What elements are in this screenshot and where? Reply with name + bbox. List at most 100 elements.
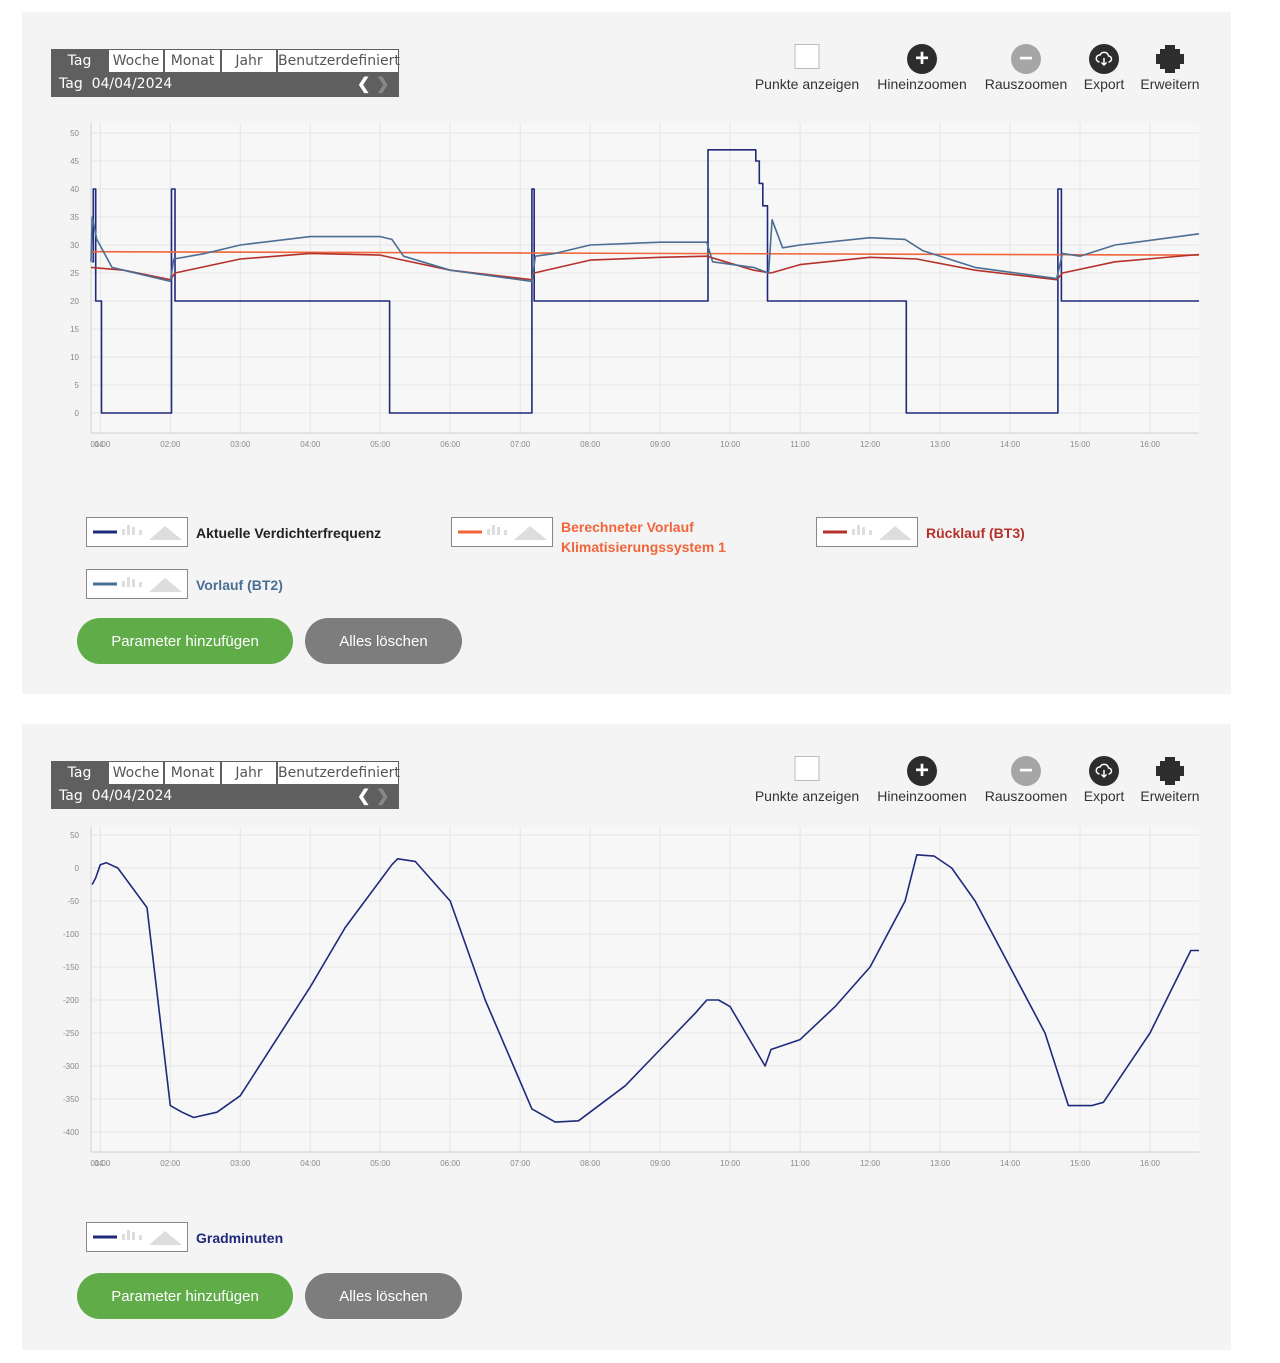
- x-tick-label: 03:00: [230, 1159, 251, 1168]
- plus-icon[interactable]: +: [907, 44, 937, 74]
- x-tick-label: 16:00: [1140, 440, 1161, 449]
- y-tick-label: -150: [63, 963, 80, 972]
- date-display: Tag 04/04/2024: [59, 76, 172, 92]
- legend-item-vorlauf[interactable]: Vorlauf (BT2): [86, 569, 283, 599]
- clear-all-button[interactable]: Alles löschen: [305, 1273, 462, 1319]
- series-line-2[interactable]: [90, 252, 1200, 281]
- x-tick-label: 09:00: [650, 1159, 671, 1168]
- zoom-in-label: Hineinzoomen: [877, 76, 967, 92]
- tab-tag[interactable]: Tag: [51, 49, 108, 73]
- minus-icon[interactable]: −: [1011, 756, 1041, 786]
- legend-item-gradminuten[interactable]: Gradminuten: [86, 1222, 283, 1252]
- checkbox-icon[interactable]: [794, 44, 820, 69]
- cloud-download-icon[interactable]: [1089, 756, 1119, 786]
- chart-panel-1: Tag Woche Monat Jahr Benutzerdefiniert T…: [22, 12, 1231, 694]
- x-tick-label: 05:00: [370, 440, 391, 449]
- y-tick-label: -50: [67, 897, 79, 906]
- x-tick-label: 04:00: [300, 1159, 321, 1168]
- tab-jahr[interactable]: Jahr: [221, 761, 277, 785]
- x-tick-label: 04: [95, 1159, 104, 1168]
- period-tabs: Tag Woche Monat Jahr Benutzerdefiniert: [51, 761, 400, 785]
- legend-item-ruecklauf[interactable]: Rücklauf (BT3): [816, 517, 1025, 547]
- tab-benutzerdefiniert[interactable]: Benutzerdefiniert: [277, 761, 400, 785]
- tab-monat[interactable]: Monat: [164, 761, 221, 785]
- x-tick-label: 14:00: [1000, 440, 1021, 449]
- chart-toolbar: Punkte anzeigen + Hineinzoomen − Rauszoo…: [22, 44, 1231, 94]
- expand-icon[interactable]: [1155, 44, 1185, 79]
- x-tick-label: 11:00: [790, 440, 810, 449]
- show-points-label: Punkte anzeigen: [754, 788, 860, 804]
- legend-label: Vorlauf (BT2): [196, 577, 283, 593]
- chevron-left-icon[interactable]: ❮: [357, 76, 371, 93]
- tab-tag[interactable]: Tag: [51, 761, 108, 785]
- tab-monat[interactable]: Monat: [164, 49, 221, 73]
- day-label: Tag: [59, 76, 83, 92]
- checkbox-icon[interactable]: [794, 756, 820, 781]
- expand-icon[interactable]: [1155, 756, 1185, 791]
- chevron-right-icon[interactable]: ❯: [376, 788, 390, 805]
- x-tick-label: 08:00: [580, 1159, 601, 1168]
- tab-woche[interactable]: Woche: [108, 49, 164, 73]
- expand-label: Erweitern: [1140, 788, 1200, 804]
- x-tick-label: 15:00: [1070, 440, 1091, 449]
- legend-item-berechneter-vorlauf[interactable]: Berechneter Vorlauf Klimatisierungssyste…: [451, 517, 771, 557]
- x-tick-label: 04: [95, 440, 104, 449]
- legend-item-verdichterfrequenz[interactable]: Aktuelle Verdichterfrequenz: [86, 517, 381, 547]
- x-tick-label: 13:00: [930, 1159, 951, 1168]
- series-type-selector[interactable]: [86, 1222, 188, 1252]
- plot-background: [91, 827, 1199, 1152]
- x-tick-label: 12:00: [860, 1159, 881, 1168]
- x-tick-label: 12:00: [860, 440, 881, 449]
- x-tick-label: 01:00: [90, 1159, 111, 1168]
- plot-background: [91, 123, 1199, 433]
- add-parameter-button[interactable]: Parameter hinzufügen: [77, 618, 293, 664]
- add-parameter-button[interactable]: Parameter hinzufügen: [77, 1273, 293, 1319]
- tab-benutzerdefiniert[interactable]: Benutzerdefiniert: [277, 49, 400, 73]
- cloud-download-icon[interactable]: [1089, 44, 1119, 74]
- y-tick-label: 40: [70, 185, 79, 194]
- chart-panel-2: Tag Woche Monat Jahr Benutzerdefiniert T…: [22, 724, 1231, 1350]
- y-tick-label: 45: [70, 157, 79, 166]
- series-line-0[interactable]: [91, 854, 1199, 1123]
- x-tick-label: 11:00: [790, 1159, 810, 1168]
- period-tabs: Tag Woche Monat Jahr Benutzerdefiniert: [51, 49, 400, 73]
- y-tick-label: 20: [70, 297, 79, 306]
- date-value: 04/04/2024: [91, 76, 173, 92]
- x-tick-label: 06:00: [440, 440, 461, 449]
- series-type-selector[interactable]: [86, 569, 188, 599]
- x-tick-label: 04:00: [300, 440, 321, 449]
- series-line-0[interactable]: [92, 149, 1199, 414]
- series-type-selector[interactable]: [86, 517, 188, 547]
- legend-label: Rücklauf (BT3): [926, 525, 1025, 541]
- x-tick-label: 09:00: [650, 440, 671, 449]
- x-tick-label: 03:00: [230, 440, 251, 449]
- x-tick-label: 05:00: [370, 1159, 391, 1168]
- tab-woche[interactable]: Woche: [108, 761, 164, 785]
- date-value: 04/04/2024: [91, 788, 173, 804]
- x-tick-label: 01:00: [90, 440, 111, 449]
- clear-all-button[interactable]: Alles löschen: [305, 618, 462, 664]
- series-line-3[interactable]: [90, 216, 1200, 283]
- legend-label: Aktuelle Verdichterfrequenz: [196, 525, 382, 541]
- y-tick-label: -250: [63, 1029, 80, 1038]
- x-tick-label: 08:00: [580, 440, 601, 449]
- series-type-selector[interactable]: [816, 517, 918, 547]
- chevron-left-icon[interactable]: ❮: [357, 788, 371, 805]
- x-tick-label: 02:00: [160, 440, 181, 449]
- day-label: Tag: [59, 788, 83, 804]
- tab-jahr[interactable]: Jahr: [221, 49, 277, 73]
- series-type-selector[interactable]: [451, 517, 553, 547]
- chevron-right-icon[interactable]: ❯: [376, 76, 390, 93]
- x-tick-label: 07:00: [510, 440, 531, 449]
- expand-label: Erweitern: [1140, 76, 1200, 92]
- date-display: Tag 04/04/2024: [59, 788, 172, 804]
- x-tick-label: 14:00: [1000, 1159, 1021, 1168]
- chart-toolbar: Punkte anzeigen + Hineinzoomen − Rauszoo…: [22, 756, 1231, 806]
- minus-icon[interactable]: −: [1011, 44, 1041, 74]
- y-tick-label: 15: [70, 325, 79, 334]
- plus-icon[interactable]: +: [907, 756, 937, 786]
- series-line-1[interactable]: [90, 250, 1200, 256]
- y-tick-label: 25: [70, 269, 79, 278]
- legend-label: Gradminuten: [196, 1230, 284, 1246]
